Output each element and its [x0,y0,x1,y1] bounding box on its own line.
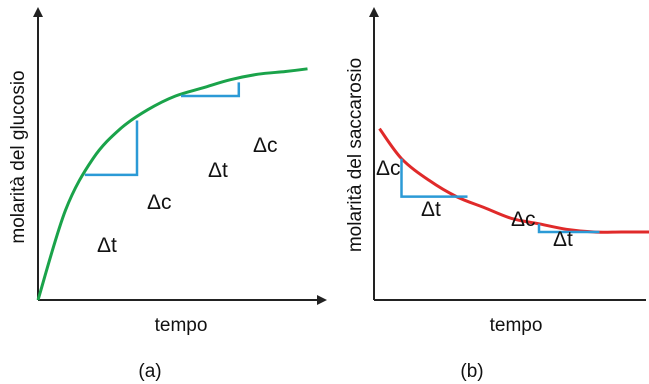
panel-a-delta-t-label-2: Δt [208,159,228,182]
panel-b-delta-triangle-1 [400,158,468,198]
panel-b-delta-triangle-2 [537,223,600,234]
panel-b-delta-c-label-2: Δc [511,208,536,231]
panel-b-delta-t-label-2: Δt [553,228,573,251]
panel-a-x-axis-label: tempo [155,315,208,336]
panel-b-x-axis-label: tempo [490,315,543,336]
panel-b-sucrose-curve [378,127,649,234]
panel-a-delta-triangle-2 [181,82,241,98]
panel-a: Δt Δc Δt Δc molarità del glucosio tempo … [8,7,327,382]
panel-a-delta-t-label-1: Δt [97,234,117,257]
panel-a-y-axis-label: molarità del glucosio [8,70,29,243]
panel-b-delta-c-label-1: Δc [376,157,401,180]
panel-b-delta-t-label-1: Δt [421,198,441,221]
panel-b: Δc Δt Δc Δt molarità del saccarosio temp… [345,7,649,382]
panel-a-glucose-curve [36,67,308,301]
panel-a-delta-triangle-1 [84,120,139,177]
panel-a-delta-c-label-1: Δc [147,191,172,214]
panel-b-y-axis-label: molarità del saccarosio [345,58,366,252]
panel-a-delta-c-label-2: Δc [253,134,278,157]
panel-a-label: (a) [138,361,161,382]
panel-b-label: (b) [460,361,483,382]
